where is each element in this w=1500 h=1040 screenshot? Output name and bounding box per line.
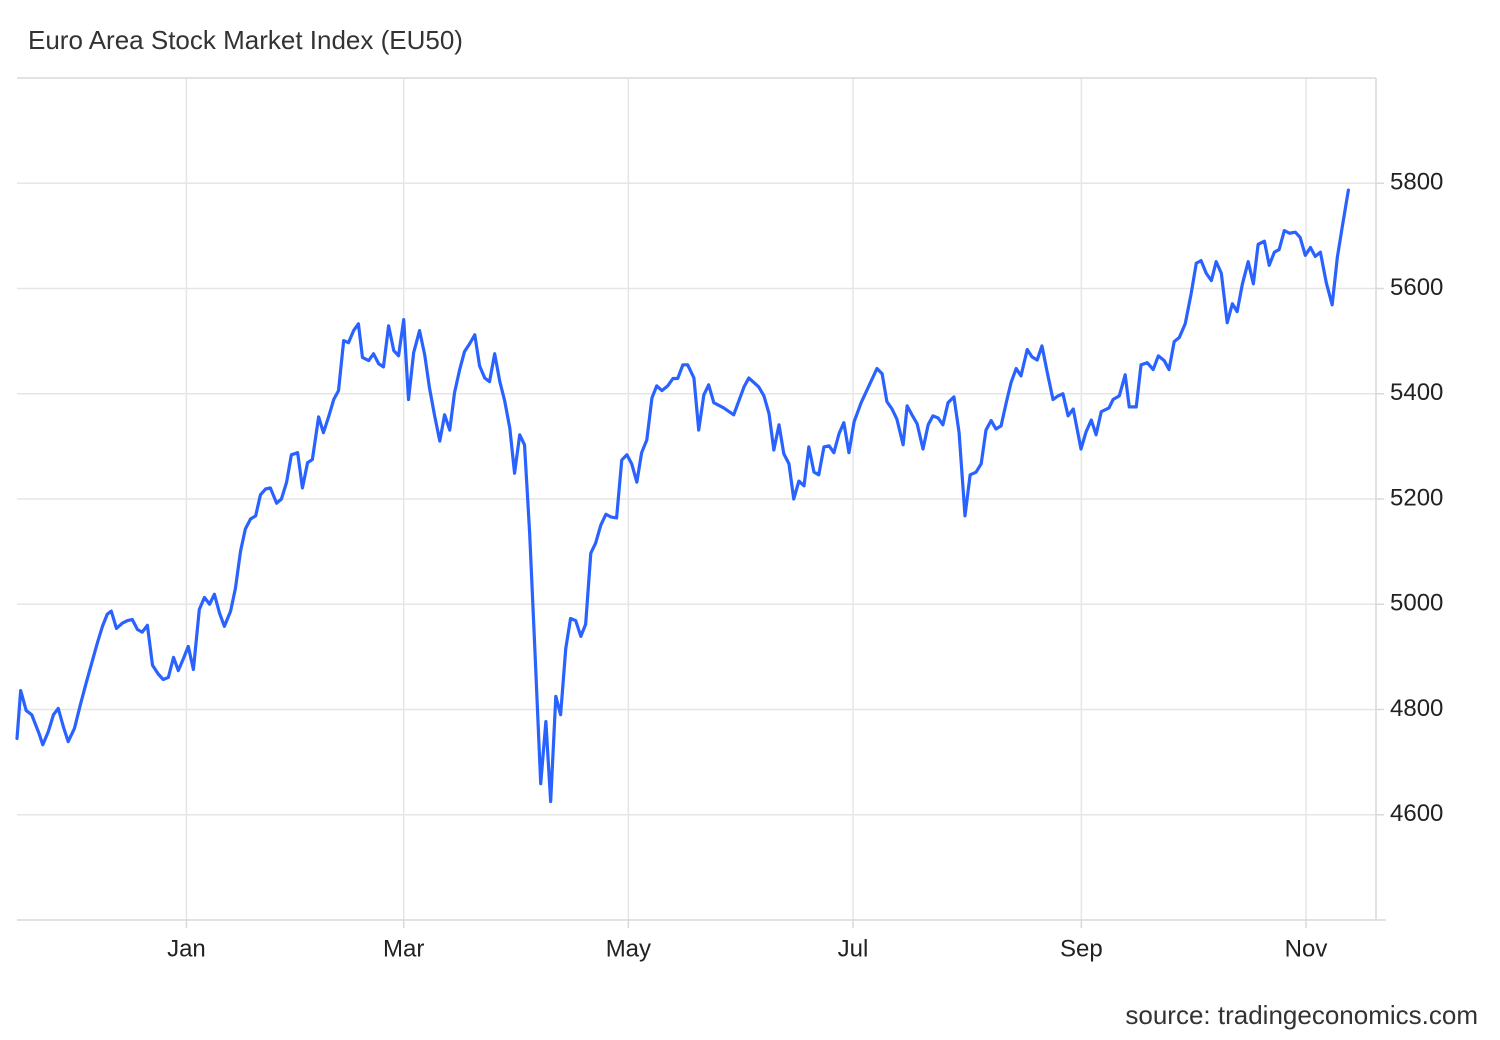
source-note: source: tradingeconomics.com (1125, 1000, 1478, 1030)
y-tick-label: 4800 (1390, 695, 1443, 722)
y-tick-label: 5600 (1390, 274, 1443, 301)
y-tick-label: 5000 (1390, 590, 1443, 617)
x-tick-label: Sep (1060, 935, 1103, 962)
x-tick-label: Jul (838, 935, 869, 962)
index-line (15, 188, 1350, 804)
x-tick-label: Mar (383, 935, 424, 962)
y-tick-label: 5400 (1390, 379, 1443, 406)
y-tick-label: 5800 (1390, 169, 1443, 196)
x-tick-label: May (606, 935, 651, 962)
x-tick-label: Nov (1285, 935, 1328, 962)
y-tick-label: 5200 (1390, 484, 1443, 511)
y-tick-label: 4600 (1390, 800, 1443, 827)
x-tick-label: Jan (167, 935, 206, 962)
chart-title: Euro Area Stock Market Index (EU50) (28, 25, 463, 55)
